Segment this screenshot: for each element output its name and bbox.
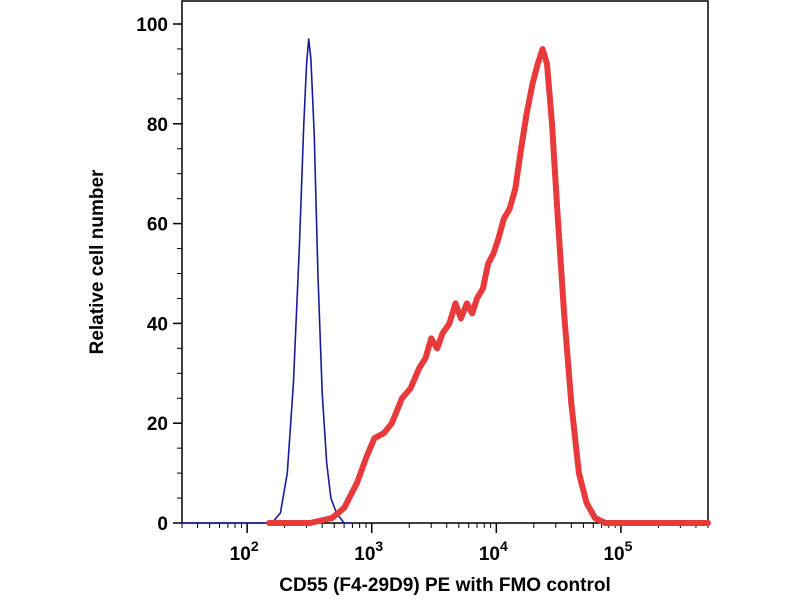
x-tick-label: 105 [603, 538, 632, 565]
plot-frame [181, 0, 709, 524]
y-tick-label: 40 [147, 314, 168, 335]
y-axis-title: Relative cell number [87, 169, 108, 354]
y-axis: 0 20 40 60 80 100 [136, 15, 182, 535]
x-tick-base: 10 [479, 544, 500, 565]
cd55-pe-histogram-line [266, 46, 711, 526]
x-tick-base: 10 [354, 544, 375, 565]
y-tick-label: 0 [157, 514, 168, 535]
x-tick-label: 103 [354, 538, 383, 565]
y-tick-label: 100 [136, 15, 168, 36]
y-tick-label: 80 [147, 115, 168, 136]
x-tick-exponent: 4 [500, 538, 508, 554]
x-tick-label: 104 [479, 538, 508, 565]
x-axis-title: CD55 (F4-29D9) PE with FMO control [279, 575, 610, 596]
fmo-control-histogram-line [181, 38, 354, 524]
x-tick-exponent: 3 [375, 538, 383, 554]
x-axis: 102 103 104 105 [181, 523, 709, 565]
x-tick-base: 10 [603, 544, 624, 565]
series-layer [181, 38, 711, 526]
y-tick-label: 60 [147, 215, 168, 236]
x-tick-label: 102 [230, 538, 259, 565]
x-tick-base: 10 [230, 544, 251, 565]
y-tick-label: 20 [147, 414, 168, 435]
x-tick-exponent: 2 [251, 538, 259, 554]
x-tick-exponent: 5 [625, 538, 633, 554]
